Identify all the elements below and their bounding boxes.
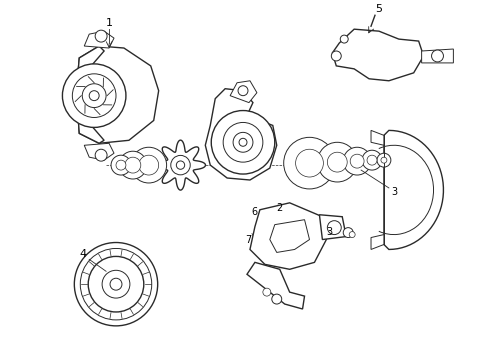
Circle shape [284, 137, 335, 189]
Circle shape [272, 294, 282, 304]
Circle shape [139, 155, 159, 175]
Polygon shape [270, 220, 310, 252]
Circle shape [171, 156, 190, 175]
Circle shape [62, 64, 126, 127]
Text: 2: 2 [276, 203, 283, 213]
Polygon shape [155, 140, 205, 190]
Circle shape [102, 270, 130, 298]
Circle shape [349, 231, 355, 238]
Circle shape [367, 155, 377, 165]
Polygon shape [384, 130, 443, 249]
Polygon shape [371, 235, 384, 249]
Circle shape [82, 84, 106, 108]
Circle shape [211, 111, 275, 174]
Polygon shape [247, 262, 305, 309]
Polygon shape [371, 130, 384, 145]
Polygon shape [332, 29, 424, 81]
Polygon shape [319, 215, 346, 239]
Circle shape [80, 248, 152, 320]
Circle shape [111, 155, 131, 175]
Circle shape [318, 142, 357, 182]
Circle shape [119, 151, 147, 179]
Polygon shape [77, 46, 159, 143]
Circle shape [327, 221, 341, 235]
Text: 1: 1 [105, 18, 113, 28]
Circle shape [381, 157, 387, 163]
Circle shape [95, 149, 107, 161]
Text: 5: 5 [375, 4, 383, 14]
Circle shape [116, 160, 126, 170]
Circle shape [327, 152, 347, 172]
Circle shape [238, 86, 248, 96]
Text: 7: 7 [245, 234, 251, 244]
Text: 3: 3 [326, 226, 332, 237]
Circle shape [233, 132, 253, 152]
Text: 4: 4 [80, 249, 87, 260]
Polygon shape [77, 46, 104, 143]
Circle shape [331, 51, 341, 61]
Circle shape [340, 35, 348, 43]
Circle shape [350, 154, 364, 168]
Circle shape [362, 150, 382, 170]
Circle shape [89, 91, 99, 100]
Circle shape [295, 149, 323, 177]
Circle shape [74, 243, 158, 326]
Circle shape [263, 288, 271, 296]
Circle shape [110, 278, 122, 290]
Circle shape [432, 50, 443, 62]
Text: 3: 3 [392, 187, 398, 197]
Circle shape [343, 228, 353, 238]
Circle shape [95, 30, 107, 42]
Polygon shape [250, 203, 326, 269]
Circle shape [377, 153, 391, 167]
Polygon shape [205, 89, 277, 180]
Circle shape [125, 157, 141, 173]
Circle shape [88, 256, 144, 312]
Circle shape [343, 147, 371, 175]
Text: 6: 6 [252, 207, 258, 217]
Circle shape [223, 122, 263, 162]
Polygon shape [84, 31, 114, 48]
Polygon shape [230, 81, 257, 103]
Polygon shape [84, 143, 114, 160]
Circle shape [73, 74, 116, 117]
Circle shape [239, 138, 247, 146]
Circle shape [176, 161, 185, 169]
Circle shape [131, 147, 167, 183]
Polygon shape [421, 49, 453, 63]
